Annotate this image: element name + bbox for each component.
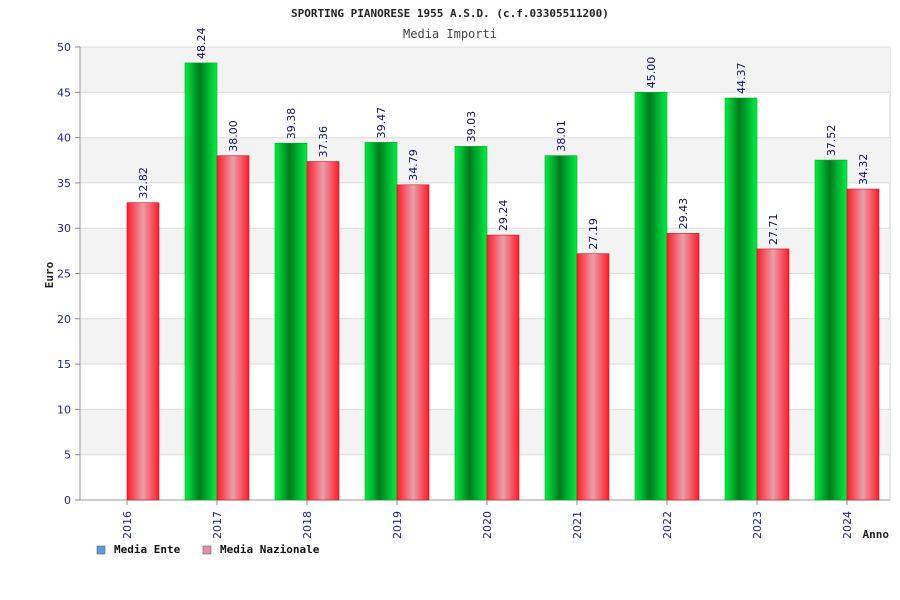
x-tick-label: 2021 — [571, 511, 584, 539]
bar-media-nazionale-2019 — [396, 184, 430, 501]
value-label: 39.38 — [285, 108, 298, 140]
legend: Media Ente Media Nazionale — [96, 543, 320, 556]
value-label: 39.03 — [465, 111, 478, 143]
value-label: 37.52 — [825, 125, 838, 157]
value-label: 48.24 — [195, 27, 208, 59]
y-axis-ticks: 0 5 10 15 20 25 30 35 40 45 50 — [57, 41, 80, 507]
y-tick-label: 25 — [57, 268, 71, 281]
legend-entry: Media Ente — [114, 543, 181, 556]
y-tick-label: 40 — [57, 132, 71, 145]
legend-swatch — [202, 545, 212, 555]
bar-media-ente-2019 — [364, 142, 398, 501]
y-tick-label: 30 — [57, 222, 71, 235]
y-tick-label: 0 — [64, 494, 71, 507]
value-label: 27.19 — [587, 218, 600, 250]
bar-media-ente-2024 — [814, 159, 848, 501]
chart-title: SPORTING PIANORESE 1955 A.S.D. (c.f.0330… — [291, 7, 609, 20]
value-label: 39.47 — [375, 107, 388, 139]
x-tick-label: 2023 — [751, 511, 764, 539]
bar-media-ente-2022 — [634, 92, 668, 501]
x-tick-label: 2016 — [121, 511, 134, 539]
y-tick-label: 35 — [57, 177, 71, 190]
y-tick-label: 15 — [57, 358, 71, 371]
x-tick-label: 2020 — [481, 511, 494, 539]
x-tick-label: 2024 — [841, 511, 854, 539]
bar-media-nazionale-2021 — [576, 253, 610, 501]
bar-media-nazionale-2022 — [666, 233, 700, 501]
value-label: 37.36 — [317, 126, 330, 158]
bars — [126, 62, 880, 501]
y-tick-label: 10 — [57, 403, 71, 416]
bar-media-nazionale-2023 — [756, 248, 790, 501]
value-label: 38.01 — [555, 120, 568, 152]
bar-media-ente-2017 — [184, 62, 218, 501]
value-label: 34.79 — [407, 149, 420, 181]
value-label: 27.71 — [767, 213, 780, 245]
value-label: 34.32 — [857, 154, 870, 186]
value-label: 29.43 — [677, 198, 690, 230]
x-tick-label: 2018 — [301, 511, 314, 539]
x-tick-label: 2022 — [661, 511, 674, 539]
x-tick-label: 2019 — [391, 511, 404, 539]
bar-media-nazionale-2024 — [846, 188, 880, 501]
y-tick-label: 50 — [57, 41, 71, 54]
bar-media-ente-2023 — [724, 97, 758, 501]
value-label: 45.00 — [645, 57, 658, 89]
x-axis-ticks: 2016 2017 2018 2019 2020 2021 2022 2023 2024 — [121, 500, 854, 539]
y-axis-label: Euro — [43, 261, 56, 288]
bar-media-nazionale-2020 — [486, 234, 520, 501]
y-tick-label: 45 — [57, 86, 71, 99]
bar-media-ente-2020 — [454, 146, 488, 501]
legend-entry: Media Nazionale — [220, 543, 320, 556]
y-tick-label: 20 — [57, 313, 71, 326]
value-label: 44.37 — [735, 63, 748, 95]
x-tick-label: 2017 — [211, 511, 224, 539]
y-tick-label: 5 — [64, 449, 71, 462]
legend-swatch — [96, 545, 106, 555]
value-label: 29.24 — [497, 200, 510, 232]
value-labels: 32.82 48.24 38.00 39.38 37.36 39.47 34.79 39.03… — [137, 27, 870, 249]
bar-media-ente-2021 — [544, 155, 578, 501]
bar-media-nazionale-2016 — [126, 202, 160, 501]
bar-media-nazionale-2018 — [306, 161, 340, 501]
bar-media-nazionale-2017 — [216, 155, 250, 501]
x-axis-label: Anno — [863, 528, 890, 541]
chart-subtitle: Media Importi — [403, 27, 497, 41]
value-label: 38.00 — [227, 120, 240, 152]
value-label: 32.82 — [137, 167, 150, 199]
bar-media-ente-2018 — [274, 142, 308, 501]
